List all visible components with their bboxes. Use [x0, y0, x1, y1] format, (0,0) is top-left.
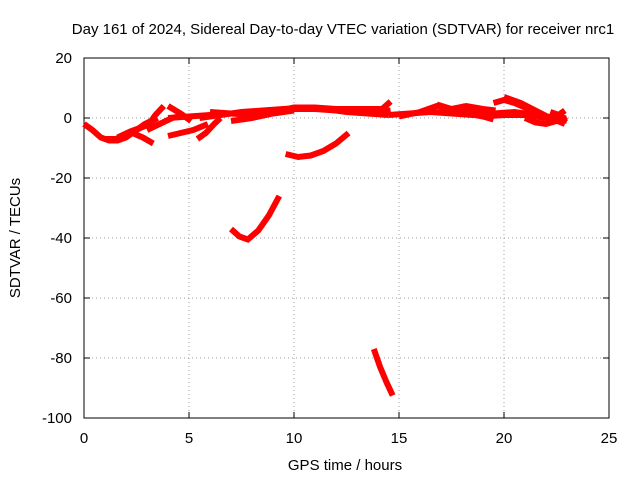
y-tick-label: -40 — [50, 230, 72, 247]
series-arc-24 — [523, 115, 568, 128]
x-tick-label: 20 — [496, 430, 513, 447]
x-tick-label: 5 — [185, 430, 193, 447]
x-axis-label: GPS time / hours — [288, 457, 402, 474]
series-arc-14 — [284, 130, 351, 161]
axis-ticks: 0 5 10 15 20 25 20 0 -20 -40 -60 -80 -100 — [42, 50, 617, 447]
y-axis-label: SDTVAR / TECUs — [7, 178, 24, 298]
y-tick-label: -60 — [50, 290, 72, 307]
y-tick-label: 0 — [64, 110, 72, 127]
x-tick-label: 15 — [391, 430, 408, 447]
series-arc-8 — [167, 121, 210, 139]
x-tick-label: 10 — [286, 430, 303, 447]
y-tick-label: -20 — [50, 170, 72, 187]
series-arc-5 — [144, 103, 166, 129]
series-arc-16 — [370, 348, 396, 397]
series-arc-25 — [549, 108, 567, 119]
y-tick-label: 20 — [55, 50, 72, 67]
data-series — [82, 94, 568, 397]
x-tick-label: 0 — [80, 430, 88, 447]
chart-title: Day 161 of 2024, Sidereal Day-to-day VTE… — [72, 21, 614, 38]
series-arc-13 — [209, 104, 389, 119]
x-tick-label: 25 — [601, 430, 618, 447]
series-arc-9 — [195, 115, 223, 142]
series-arc-15 — [229, 194, 282, 243]
series-arc-17 — [380, 99, 393, 112]
series-arc-4 — [131, 130, 155, 147]
y-tick-label: -80 — [50, 350, 72, 367]
series-arc-21 — [460, 103, 495, 123]
y-tick-label: -100 — [42, 410, 72, 427]
